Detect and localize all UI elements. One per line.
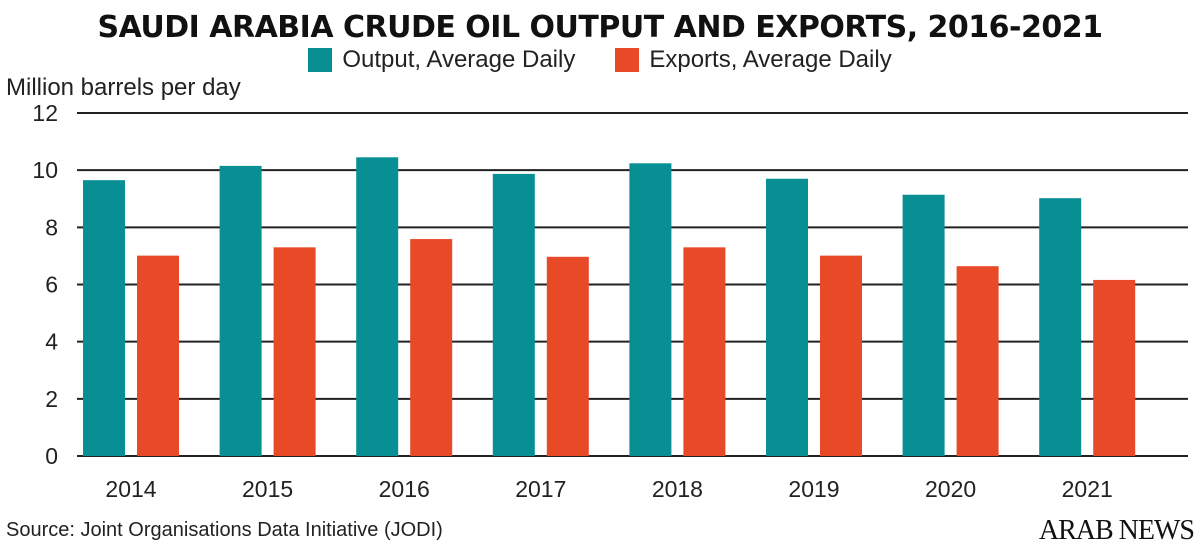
bar-exports-2019 [820,255,862,456]
legend-item-output: Output, Average Daily [308,46,575,74]
legend-swatch-exports [615,48,640,72]
x-tick-label: 2021 [1062,476,1113,502]
bar-output-2018 [629,163,672,456]
legend: Output, Average Daily Exports, Average D… [0,46,1200,74]
bar-exports-2021 [1093,279,1136,456]
bar-exports-2014 [137,255,179,456]
y-tick-label: 10 [32,157,58,183]
bar-output-2019 [766,178,808,456]
source-note: Source: Joint Organisations Data Initiat… [6,519,443,541]
x-tick-label: 2020 [925,476,976,502]
bar-exports-2015 [273,247,316,456]
y-tick-label: 6 [45,272,58,298]
bar-exports-2018 [683,247,726,456]
legend-label-exports: Exports, Average Daily [649,46,892,73]
y-tick-label: 12 [32,100,58,126]
bar-output-2014 [83,180,125,456]
y-tick-label: 8 [45,214,58,240]
x-tick-label: 2017 [515,476,566,502]
bar-output-2021 [1039,198,1082,456]
y-tick-label: 2 [45,386,58,412]
bar-exports-2020 [956,266,999,456]
bar-exports-2016 [410,239,453,456]
x-tick-label: 2018 [652,476,703,502]
x-tick-label: 2016 [379,476,430,502]
bar-output-2016 [356,157,399,456]
bar-output-2017 [492,173,535,456]
bar-exports-2017 [546,256,589,456]
x-tick-label: 2014 [105,476,156,502]
x-tick-label: 2015 [242,476,293,502]
legend-swatch-output [308,48,333,72]
arab-news-logo: ARAB NEWS [1038,515,1195,546]
y-tick-label: 4 [45,329,58,355]
y-axis-label: Million barrels per day [6,74,241,101]
chart-title: SAUDI ARABIA CRUDE OIL OUTPUT AND EXPORT… [97,10,1103,45]
legend-label-output: Output, Average Daily [342,46,576,73]
bar-output-2020 [902,194,945,456]
y-tick-label: 0 [45,443,58,469]
x-tick-label: 2019 [788,476,839,502]
legend-item-exports: Exports, Average Daily [615,46,892,74]
bar-output-2015 [219,165,262,457]
